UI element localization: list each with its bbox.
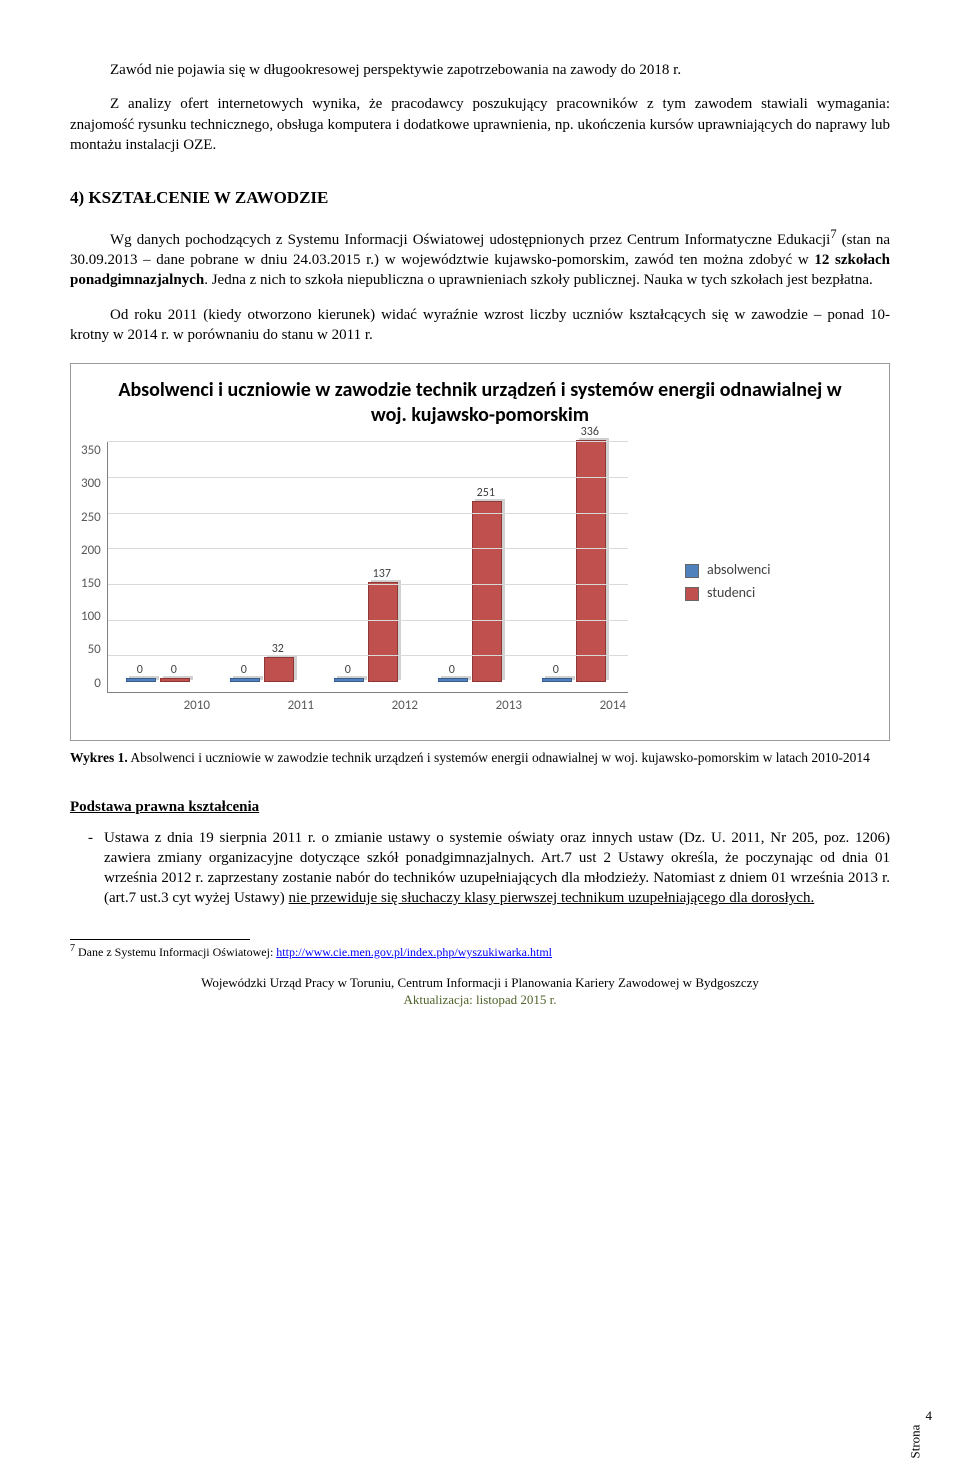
page-number: Strona4 (890, 1407, 932, 1425)
footnote-link[interactable]: http://www.cie.men.gov.pl/index.php/wysz… (276, 945, 552, 959)
footnote-rule (70, 939, 250, 940)
chart-y-axis: 350300250200150100500 (81, 442, 107, 692)
caption-bold: Wykres 1. (70, 750, 128, 765)
chart-caption: Wykres 1. Absolwenci i uczniowie w zawod… (70, 749, 890, 767)
footnote-7: 7 Dane z Systemu Informacji Oświatowej: … (70, 942, 890, 960)
legal-item: Ustawa z dnia 19 sierpnia 2011 r. o zmia… (88, 828, 890, 909)
footnote-text: Dane z Systemu Informacji Oświatowej: (75, 945, 276, 959)
caption-text: Absolwenci i uczniowie w zawodzie techni… (128, 750, 870, 765)
para3a: Wg danych pochodzących z Systemu Informa… (110, 232, 830, 248)
legend-swatch-absolwenci (685, 564, 699, 578)
page-footer: Wojewódzki Urząd Pracy w Toruniu, Centru… (70, 974, 890, 1009)
page-num: 4 (926, 1408, 933, 1423)
legal-list: Ustawa z dnia 19 sierpnia 2011 r. o zmia… (70, 828, 890, 909)
chart-plot: 00032013702510336 (107, 442, 628, 693)
legend-label-absolwenci: absolwenci (707, 561, 770, 580)
chart-container: Absolwenci i uczniowie w zawodzie techni… (70, 363, 890, 741)
paragraph-education-1: Wg danych pochodzących z Systemu Informa… (70, 226, 890, 291)
legend-label-studenci: studenci (707, 584, 755, 603)
page-label: Strona (906, 1425, 924, 1459)
chart-title: Absolwenci i uczniowie w zawodzie techni… (111, 378, 849, 428)
para3c: . Jedna z nich to szkoła niepubliczna o … (204, 272, 873, 288)
legend-swatch-studenci (685, 587, 699, 601)
paragraph-analysis: Z analizy ofert internetowych wynika, że… (70, 94, 890, 155)
chart-legend: absolwenci studenci (685, 557, 770, 607)
paragraph-education-2: Od roku 2011 (kiedy otworzono kierunek) … (70, 305, 890, 346)
footer-org: Wojewódzki Urząd Pracy w Toruniu, Centru… (70, 974, 890, 992)
section-heading-4: 4) KSZTAŁCENIE W ZAWODZIE (70, 187, 890, 210)
paragraph-intro: Zawód nie pojawia się w długookresowej p… (70, 60, 890, 80)
footer-update: Aktualizacja: listopad 2015 r. (70, 991, 890, 1009)
legal-basis-heading: Podstawa prawna kształcenia (70, 797, 890, 817)
legal-text-underlined: nie przewiduje się słuchaczy klasy pierw… (289, 890, 815, 906)
chart-x-axis: 20102011201220132014 (145, 697, 665, 715)
